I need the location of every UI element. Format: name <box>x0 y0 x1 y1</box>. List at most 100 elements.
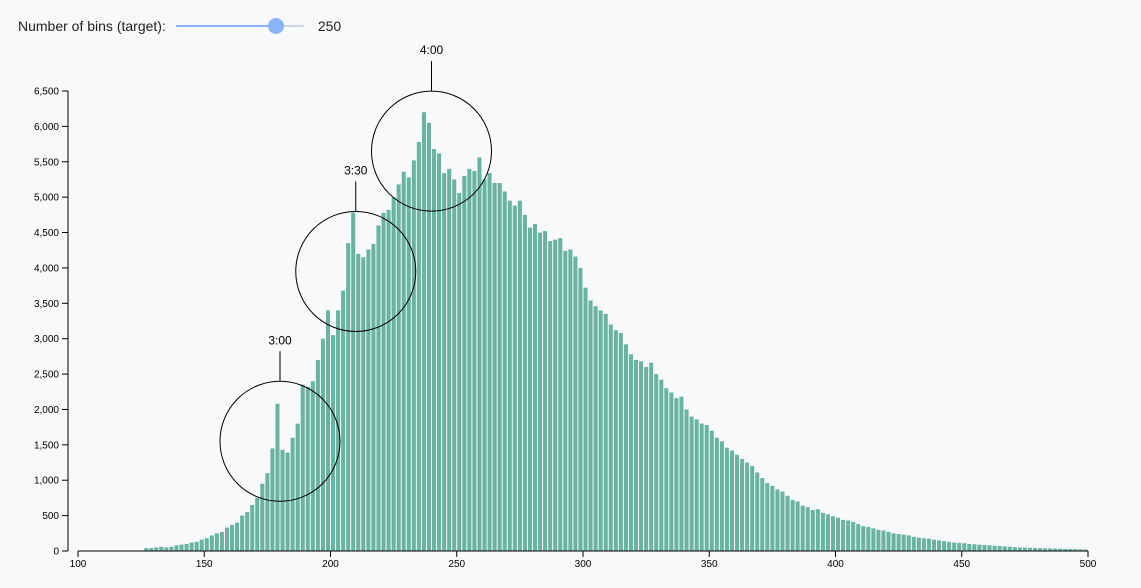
histogram-bar <box>477 157 482 551</box>
histogram-bar <box>209 535 214 551</box>
histogram-bar <box>452 179 457 551</box>
y-tick-label: 6,000 <box>34 122 59 133</box>
histogram-bar <box>194 541 199 551</box>
histogram-bar <box>184 543 189 551</box>
histogram-bar <box>1012 547 1017 551</box>
y-tick-label: 1,000 <box>34 476 59 487</box>
histogram-bar <box>785 495 790 551</box>
histogram-bar <box>583 287 588 551</box>
histogram-bar <box>416 141 421 551</box>
histogram-bar <box>502 191 507 551</box>
histogram-bar <box>361 257 366 551</box>
bins-control: Number of bins (target): 250 <box>18 14 341 38</box>
histogram-bar <box>260 483 265 551</box>
bins-slider[interactable] <box>175 14 304 38</box>
histogram-bar <box>406 177 411 552</box>
histogram-bar <box>381 212 386 551</box>
histogram-bar <box>1048 548 1053 551</box>
bars-group <box>144 112 1088 552</box>
histogram-bar <box>189 542 194 551</box>
histogram-bar <box>1063 548 1068 551</box>
annotation-label: 3:00 <box>268 333 292 347</box>
histogram-bar <box>199 539 204 551</box>
y-tick-label: 500 <box>42 511 59 522</box>
annotation-label: 4:00 <box>420 43 444 57</box>
histogram-bar <box>714 437 719 551</box>
histogram-bar <box>805 507 810 551</box>
histogram-bar <box>174 545 179 551</box>
histogram-bar <box>224 527 229 551</box>
histogram-bar <box>800 505 805 551</box>
histogram-bar <box>1083 549 1088 551</box>
y-tick-label: 4,000 <box>34 263 59 274</box>
histogram-bar <box>447 168 452 551</box>
histogram-bar <box>543 231 548 551</box>
histogram-bar <box>553 239 558 551</box>
histogram-bar <box>745 462 750 551</box>
histogram-bar <box>250 505 255 551</box>
histogram-bar <box>825 514 830 551</box>
histogram-bar <box>265 473 270 551</box>
histogram-bar <box>255 497 260 551</box>
histogram-bar <box>679 396 684 551</box>
histogram-bar <box>563 250 568 551</box>
histogram-bar <box>881 530 886 551</box>
bins-value: 250 <box>317 18 342 34</box>
histogram-bar <box>462 175 467 551</box>
histogram-bar <box>1032 548 1037 551</box>
histogram-bar <box>351 212 356 551</box>
histogram-bar <box>235 522 240 551</box>
histogram-bar <box>649 362 654 551</box>
histogram-bar <box>982 544 987 551</box>
histogram-bar <box>639 361 644 551</box>
histogram-bar <box>921 538 926 551</box>
histogram-bar <box>533 224 538 552</box>
histogram-bar <box>992 545 997 551</box>
x-tick-label: 450 <box>953 559 970 570</box>
x-tick-label: 100 <box>70 559 87 570</box>
histogram-bar <box>245 512 250 551</box>
x-tick-label: 150 <box>196 559 213 570</box>
y-tick-label: 5,500 <box>34 157 59 168</box>
histogram-bar <box>497 183 502 551</box>
histogram-bar <box>411 160 416 551</box>
histogram-bar <box>937 540 942 551</box>
histogram-bar <box>376 225 381 551</box>
histogram-bar <box>310 381 315 551</box>
histogram-bar <box>336 310 341 551</box>
histogram-bar <box>891 533 896 551</box>
slider-thumb[interactable] <box>267 18 284 34</box>
histogram-bar <box>290 437 295 551</box>
histogram-bar <box>1043 548 1048 551</box>
y-tick-label: 5,000 <box>34 193 59 204</box>
histogram-bar <box>659 379 664 551</box>
histogram-bar <box>437 153 442 551</box>
histogram-bar <box>1002 546 1007 551</box>
histogram-bar <box>159 546 164 551</box>
histogram-bar <box>517 200 522 551</box>
histogram-bar <box>654 374 659 551</box>
histogram-bar <box>1053 548 1058 551</box>
histogram-bar <box>931 539 936 551</box>
histogram-bar <box>861 526 866 551</box>
histogram-bar <box>280 449 285 551</box>
histogram-bar <box>987 545 992 551</box>
annotation-circle <box>295 210 417 332</box>
y-tick-label: 6,500 <box>34 87 59 98</box>
histogram-bar <box>371 243 376 551</box>
histogram-bar <box>356 253 361 551</box>
y-tick-label: 0 <box>53 547 59 558</box>
histogram-bar <box>856 524 861 551</box>
histogram-bar <box>972 544 977 551</box>
histogram-bar <box>674 398 679 551</box>
histogram-bar <box>911 536 916 551</box>
histogram-bar <box>750 466 755 551</box>
histogram-bar <box>1027 547 1032 551</box>
y-tick-label: 2,000 <box>34 405 59 416</box>
histogram-bar <box>613 330 618 551</box>
histogram-bar <box>901 534 906 551</box>
histogram-bar <box>300 384 305 551</box>
histogram-bar <box>790 500 795 551</box>
histogram-bar <box>866 526 871 551</box>
histogram-bar <box>967 543 972 551</box>
